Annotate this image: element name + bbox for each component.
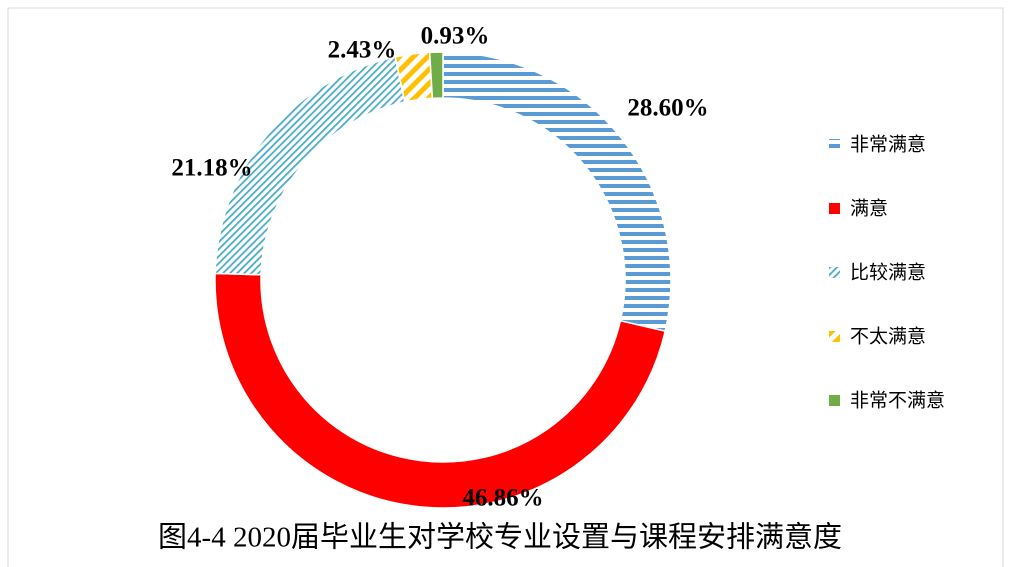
frame: [7, 7, 1004, 567]
data-label: 21.18%: [171, 155, 252, 182]
legend-label: 非常满意: [850, 134, 926, 156]
legend-label: 非常不满意: [850, 390, 945, 412]
donut-segment: [214, 272, 667, 509]
legend-label: 不太满意: [850, 326, 926, 348]
data-label: 2.43%: [328, 37, 397, 64]
donut-segment: [428, 51, 444, 100]
chart-title: 图4-4 2020届毕业生对学校专业设置与课程安排满意度: [158, 521, 842, 554]
legend-swatch: [829, 139, 840, 150]
legend-swatch: [829, 331, 840, 342]
legend-swatch: [829, 395, 840, 406]
legend-swatch: [829, 203, 840, 214]
data-label: 28.60%: [627, 95, 708, 122]
data-label: 46.86%: [462, 485, 543, 512]
legend-label: 比较满意: [850, 262, 926, 284]
legend-label: 满意: [850, 198, 888, 220]
legend-swatch: [829, 267, 840, 278]
data-label: 0.93%: [421, 23, 490, 50]
